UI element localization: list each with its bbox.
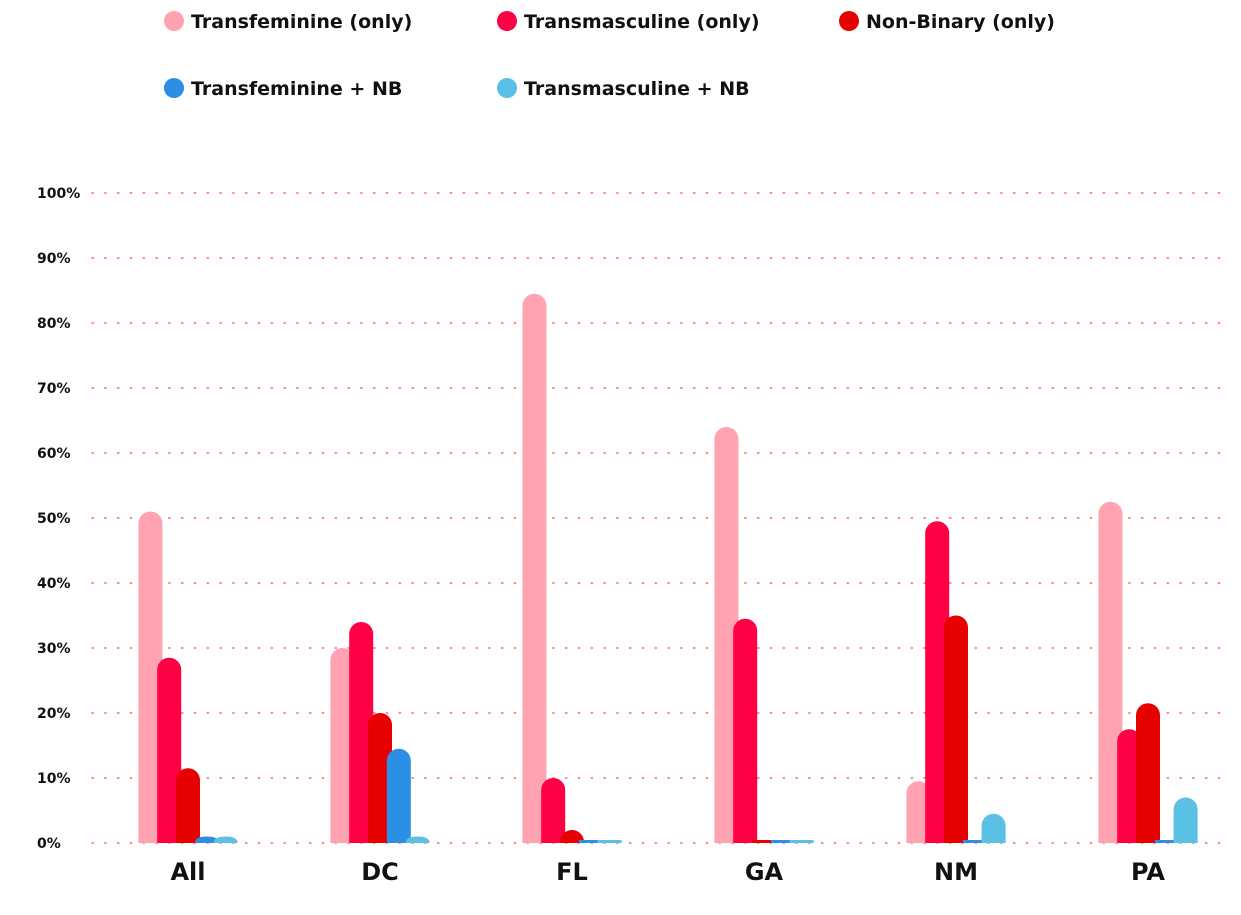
y-tick-label-0: 0% [37, 836, 61, 852]
bar-ga-series-2 [752, 840, 776, 843]
bar-nm-series-4 [981, 813, 1006, 843]
bar-dc-series-3 [386, 748, 411, 843]
bar-pa-series-4 [1173, 797, 1198, 843]
bar-nm-series-1 [925, 521, 950, 843]
bar-dc-series-0 [330, 648, 355, 843]
category-label-fl: FL [556, 858, 588, 886]
bar-fl-series-4 [597, 840, 622, 843]
category-label-pa: PA [1131, 858, 1165, 886]
legend-swatch-2 [839, 11, 859, 31]
bar-ga-series-3 [770, 840, 795, 843]
gridlines [91, 192, 1223, 844]
y-tick-label-9: 90% [37, 251, 71, 267]
bar-fl-series-1 [541, 778, 566, 843]
y-tick-label-6: 60% [37, 446, 71, 462]
bar-all-series-3 [194, 836, 219, 843]
bar-fl-series-2 [560, 830, 584, 843]
legend-label-3: Transfeminine + NB [191, 78, 402, 100]
legend-label-1: Transmasculine (only) [524, 11, 760, 33]
bar-nm-series-2 [944, 615, 968, 843]
legend: Transfeminine (only) Transmasculine (only… [164, 11, 1055, 100]
bar-dc-series-4 [405, 836, 430, 843]
legend-label-4: Transmasculine + NB [524, 78, 750, 100]
y-tick-label-1: 10% [37, 771, 71, 787]
y-tick-label-2: 20% [37, 706, 71, 722]
legend-label-0: Transfeminine (only) [191, 11, 412, 33]
y-tick-label-4: 40% [37, 576, 71, 592]
y-tick-label-8: 80% [37, 316, 71, 332]
bar-pa-series-0 [1098, 501, 1123, 843]
bar-pa-series-1 [1117, 729, 1142, 843]
bar-nm-series-0 [906, 781, 931, 843]
y-axis-tick-labels: 0% 10% 20% 30% 40% 50% 60% 70% 80% 90% 100% [37, 186, 80, 852]
bar-dc-series-1 [349, 622, 374, 843]
bar-all-series-2 [176, 768, 200, 843]
category-label-all: All [170, 858, 205, 886]
y-tick-label-7: 70% [37, 381, 71, 397]
bars [138, 293, 1198, 843]
category-label-nm: NM [934, 858, 978, 886]
bar-all-series-1 [157, 657, 182, 843]
bar-ga-series-4 [789, 840, 814, 843]
bar-nm-series-3 [962, 840, 987, 843]
legend-swatch-4 [497, 78, 517, 98]
bar-dc-series-2 [368, 713, 392, 843]
legend-swatch-3 [164, 78, 184, 98]
category-label-ga: GA [745, 858, 784, 886]
y-tick-label-10: 100% [37, 186, 80, 202]
legend-label-2: Non-Binary (only) [866, 11, 1055, 33]
bar-pa-series-2 [1136, 703, 1160, 843]
bar-fl-series-0 [522, 293, 547, 843]
y-tick-label-3: 30% [37, 641, 71, 657]
legend-swatch-1 [497, 11, 517, 31]
bar-all-series-4 [213, 836, 238, 843]
bar-ga-series-0 [714, 427, 739, 843]
bar-pa-series-3 [1154, 840, 1179, 843]
y-tick-label-5: 50% [37, 511, 71, 527]
category-label-dc: DC [361, 858, 399, 886]
bar-all-series-0 [138, 511, 163, 843]
category-labels: All DC FL GA NM PA [170, 858, 1165, 886]
legend-swatch-0 [164, 11, 184, 31]
bar-ga-series-1 [733, 618, 758, 843]
bar-fl-series-3 [578, 840, 603, 843]
